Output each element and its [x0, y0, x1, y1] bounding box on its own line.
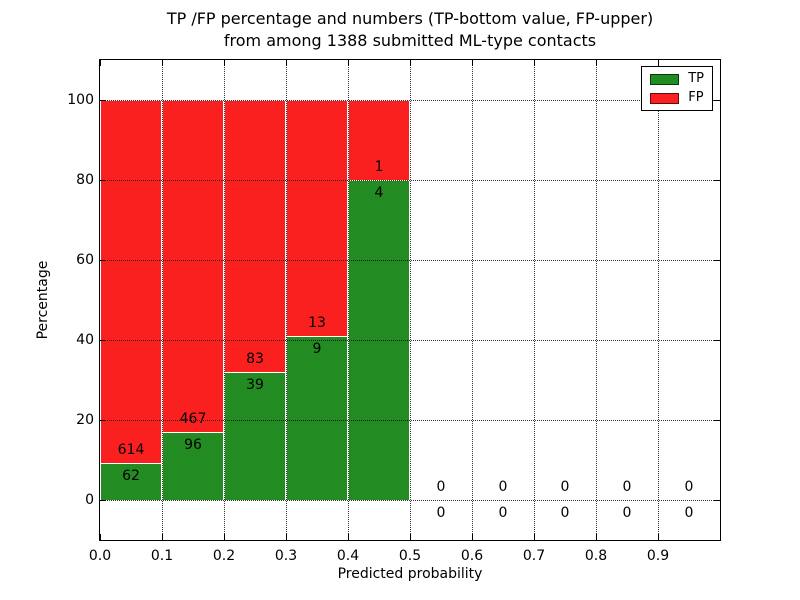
- bar-count-label-fp: 0: [622, 479, 632, 495]
- y-tick-mark-right: [714, 260, 720, 261]
- x-tick-label: 0.5: [398, 548, 422, 564]
- x-tick-mark-bottom: [534, 534, 535, 540]
- x-tick-mark-bottom: [410, 534, 411, 540]
- y-tick-mark-left: [100, 500, 106, 501]
- x-tick-mark-bottom: [162, 534, 163, 540]
- x-tick-mark-bottom: [596, 534, 597, 540]
- x-tick-label: 0.2: [212, 548, 236, 564]
- x-tick-label: 0.1: [150, 548, 174, 564]
- bar-count-label-tp: 4: [374, 185, 384, 201]
- bar-count-label-tp: 0: [622, 505, 632, 521]
- y-tick-mark-left: [100, 100, 106, 101]
- v-gridline: [658, 60, 659, 540]
- legend-row-tp: TP: [650, 72, 704, 86]
- bar-segment-fp: [224, 100, 286, 373]
- bar-count-label-fp: 614: [117, 442, 145, 459]
- x-tick-mark-top: [472, 60, 473, 66]
- x-tick-label: 0.4: [336, 548, 360, 564]
- x-tick-label: 0.7: [522, 548, 546, 564]
- v-gridline: [596, 60, 597, 540]
- bar-count-label-tp: 0: [560, 505, 570, 521]
- x-tick-mark-top: [100, 60, 101, 66]
- legend: TP FP: [641, 66, 713, 111]
- bar-count-label-tp: 0: [498, 505, 508, 521]
- y-tick-label: 80: [76, 172, 94, 188]
- x-tick-mark-top: [348, 60, 349, 66]
- y-tick-label: 60: [76, 252, 94, 268]
- x-tick-label: 0.0: [88, 548, 112, 564]
- bar-segment-fp: [348, 100, 410, 180]
- bar-count-label-fp: 1: [374, 159, 384, 175]
- bar-count-label-fp: 83: [246, 351, 264, 368]
- legend-label-fp: FP: [688, 90, 704, 105]
- legend-swatch-tp: [650, 73, 680, 85]
- bar-segment-fp: [162, 100, 224, 432]
- x-tick-mark-top: [224, 60, 225, 66]
- chart-title-line-2: from among 1388 submitted ML-type contac…: [223, 31, 597, 50]
- y-tick-mark-left: [100, 260, 106, 261]
- legend-swatch-fp: [650, 92, 680, 104]
- x-tick-mark-top: [410, 60, 411, 66]
- bar-segment-tp: [100, 463, 162, 500]
- bar-segment-fp: [100, 100, 162, 464]
- y-tick-label: 0: [85, 492, 94, 508]
- v-gridline: [162, 60, 163, 540]
- bar-count-label-tp: 0: [436, 505, 446, 521]
- bar-count-label-fp: 467: [179, 410, 207, 427]
- v-gridline: [472, 60, 473, 540]
- v-gridline: [534, 60, 535, 540]
- x-tick-label: 0.8: [584, 548, 608, 564]
- x-tick-mark-top: [534, 60, 535, 66]
- bar-count-label-tp: 0: [684, 505, 694, 521]
- y-tick-mark-left: [100, 420, 106, 421]
- y-tick-mark-right: [714, 340, 720, 341]
- bar-count-label-fp: 13: [308, 315, 326, 332]
- v-gridline: [348, 60, 349, 540]
- y-tick-label: 20: [76, 412, 94, 428]
- x-axis-label: Predicted probability: [337, 566, 483, 582]
- x-tick-mark-bottom: [100, 534, 101, 540]
- x-tick-mark-top: [286, 60, 287, 66]
- y-tick-mark-left: [100, 180, 106, 181]
- x-tick-mark-bottom: [286, 534, 287, 540]
- bar-count-label-tp: 96: [184, 436, 202, 453]
- bar-count-label-fp: 0: [560, 479, 570, 495]
- bar-segment-tp: [224, 372, 286, 500]
- v-gridline: [410, 60, 411, 540]
- x-tick-mark-top: [596, 60, 597, 66]
- bar-count-label-tp: 62: [122, 468, 140, 485]
- y-tick-mark-right: [714, 100, 720, 101]
- bar-count-label-tp: 9: [312, 341, 322, 358]
- x-tick-label: 0.6: [460, 548, 484, 564]
- x-tick-label: 0.9: [646, 548, 670, 564]
- bar-count-label-tp: 39: [246, 377, 264, 394]
- bar-count-label-fp: 0: [684, 479, 694, 495]
- y-tick-label: 40: [76, 332, 94, 348]
- bar-segment-tp: [286, 336, 348, 500]
- legend-row-fp: FP: [650, 91, 704, 105]
- y-tick-label: 100: [67, 92, 94, 108]
- chart-title-line-1: TP /FP percentage and numbers (TP-bottom…: [166, 9, 654, 28]
- x-tick-mark-bottom: [224, 534, 225, 540]
- v-gridline: [286, 60, 287, 540]
- y-tick-mark-right: [714, 180, 720, 181]
- plot-area: TP FP 614 62 467 96 83 39 13 9 1 4 0 0 0 0 0 0 0 0 0 0: [99, 59, 721, 541]
- y-tick-mark-right: [714, 500, 720, 501]
- y-tick-mark-left: [100, 340, 106, 341]
- v-gridline: [224, 60, 225, 540]
- legend-label-tp: TP: [688, 71, 704, 86]
- y-tick-mark-right: [714, 420, 720, 421]
- x-tick-label: 0.3: [274, 548, 298, 564]
- bar-segment-tp: [162, 431, 224, 500]
- bar-count-label-fp: 0: [436, 479, 446, 495]
- x-tick-mark-top: [658, 60, 659, 66]
- x-tick-mark-bottom: [348, 534, 349, 540]
- x-tick-mark-top: [162, 60, 163, 66]
- x-tick-mark-bottom: [472, 534, 473, 540]
- bar-count-label-fp: 0: [498, 479, 508, 495]
- y-axis-label: Percentage: [35, 260, 51, 340]
- bar-segment-fp: [286, 100, 348, 337]
- x-tick-mark-bottom: [658, 534, 659, 540]
